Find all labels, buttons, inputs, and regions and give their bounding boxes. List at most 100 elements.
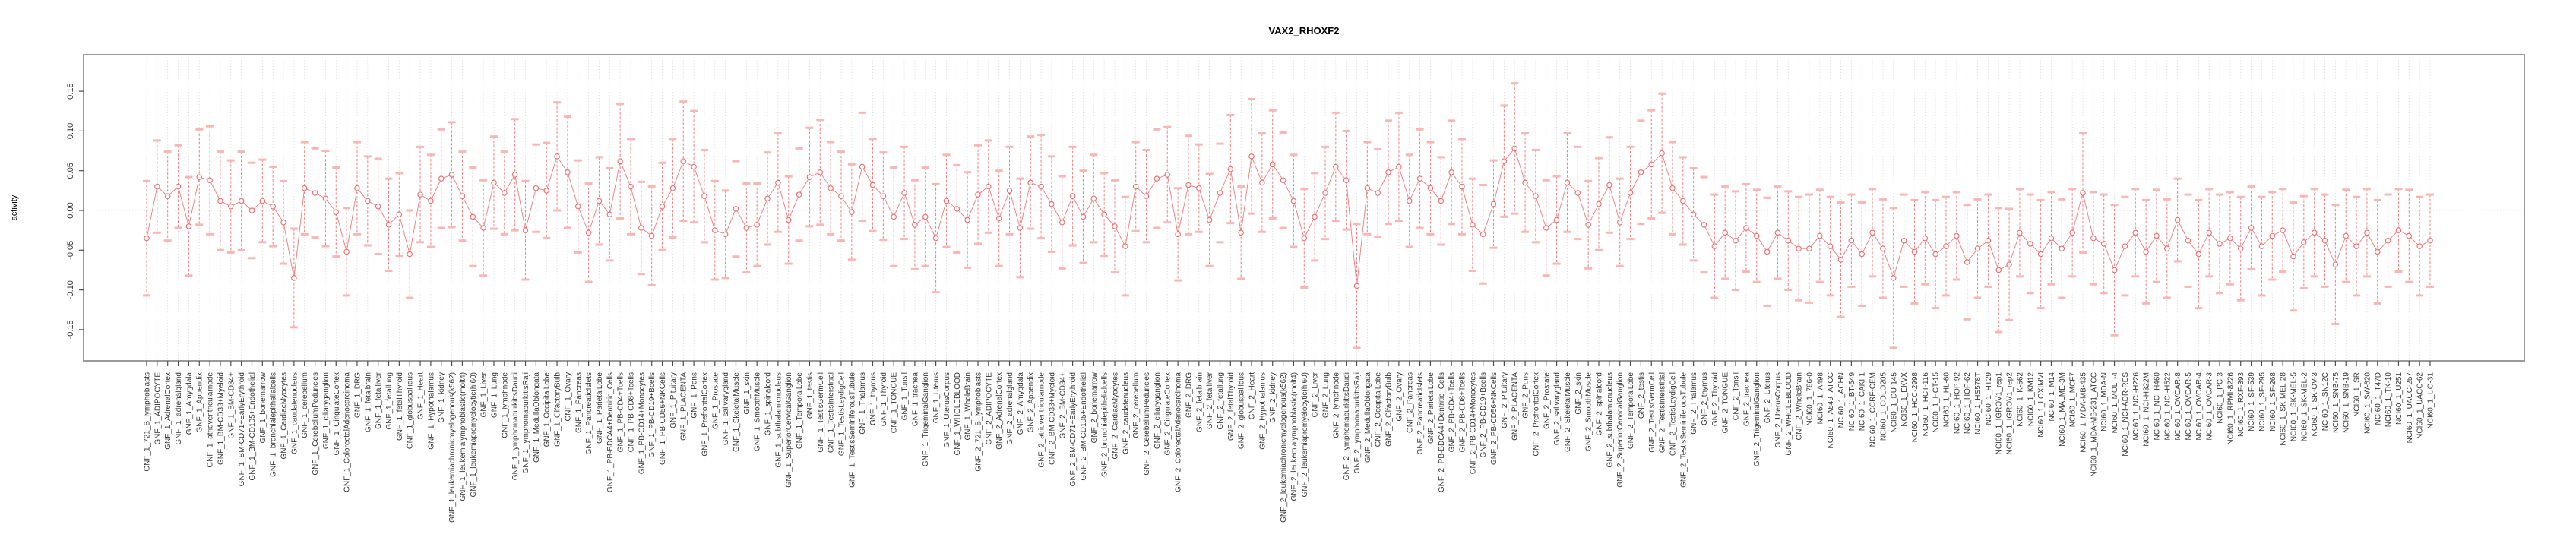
x-tick-label: NCI60_1_SK-MEL-2 <box>2300 372 2309 442</box>
data-point <box>2375 248 2381 255</box>
x-tick-label: GNF_2_fetalbrain <box>1195 372 1204 432</box>
x-tick-label: GNF_1_Prostate <box>711 372 720 429</box>
x-tick-label: GNF_1_fetallung <box>385 372 394 430</box>
data-point <box>1290 198 1297 204</box>
data-point <box>575 204 581 210</box>
data-point <box>869 182 876 188</box>
data-point <box>2406 232 2413 239</box>
data-point <box>596 198 603 204</box>
x-tick-label: GNF_1_OccipitalLobe <box>543 372 552 447</box>
x-tick-label: NCI60_1_OVCAR-8 <box>2174 372 2182 441</box>
x-tick-label: GNF_1_BM-CD71+EarlyErythroid <box>238 372 246 486</box>
y-tick-label: 0.15 <box>66 83 75 99</box>
data-point <box>743 225 750 231</box>
data-point <box>1132 183 1139 190</box>
x-tick-label: GNF_1_Pituitary <box>669 372 678 428</box>
x-tick-label: GNF_2_Amygdala <box>1017 372 1025 435</box>
x-tick-label: GNF_2_Liver <box>1312 372 1320 417</box>
data-point <box>1185 182 1191 188</box>
x-tick-label: GNF_2_lymphomaburkittsDaudi <box>1343 372 1351 480</box>
x-tick-label: NCI60_1_HOP-92 <box>1953 372 1961 435</box>
data-point <box>1479 231 1486 238</box>
x-tick-label: GNF_1_atrioventricularnode <box>207 372 215 468</box>
data-point <box>2100 241 2107 247</box>
x-tick-label: GNF_1_OlfactoryBulb <box>554 372 562 447</box>
data-point <box>1606 182 1612 188</box>
data-point <box>1407 198 1413 204</box>
data-point <box>754 222 760 228</box>
x-tick-label: GNF_2_WholeBrain <box>1796 372 1804 440</box>
data-point <box>1143 193 1150 199</box>
x-tick-label: GNF_2_Pancreas <box>1406 372 1414 433</box>
x-tick-label: NCI60_1_SK-OV-3 <box>2311 372 2319 437</box>
data-point <box>1869 229 1875 236</box>
x-tick-label: GNF_1_lymphomaburkittsRaji <box>522 372 530 473</box>
data-point <box>2416 243 2423 249</box>
x-tick-label: NCI60_1_COLO205 <box>1879 372 1888 441</box>
x-tick-label: NCI60_1_MALME-3M <box>2059 372 2067 447</box>
x-tick-label: GNF_1_Pancreas <box>574 372 583 433</box>
data-point <box>2027 241 2033 247</box>
data-point <box>1680 198 1686 204</box>
data-point <box>228 204 234 210</box>
data-points <box>144 145 2433 289</box>
x-tick-label: GNF_1_TrigeminalGanglion <box>922 372 930 466</box>
data-point <box>365 198 371 204</box>
data-point <box>2048 235 2055 242</box>
data-point <box>2395 227 2402 233</box>
data-point <box>1027 179 1033 186</box>
data-point <box>2237 245 2244 251</box>
x-tick-label: GNF_1_PB-CD14+Monocytes <box>638 372 646 474</box>
x-tick-label: GNF_1_Uterus <box>932 372 941 423</box>
data-point <box>1069 193 1076 199</box>
x-tick-label: NCI60_1_OVCAR-3 <box>2206 372 2214 441</box>
data-point <box>954 206 960 212</box>
x-tick-label: NCI60_1_PC-3 <box>2217 372 2225 424</box>
data-point <box>891 213 897 220</box>
x-tick-label: NCI60_1_T47D <box>2374 372 2382 425</box>
data-point <box>1511 145 1517 152</box>
x-tick-label: GNF_2_ParietalLobe <box>1427 372 1435 444</box>
x-tick-label: GNF_2_Lung <box>1321 372 1330 418</box>
x-tick-label: NCI60_1_OVCAR-5 <box>2185 372 2193 441</box>
data-point <box>1154 175 1160 182</box>
data-point <box>217 198 223 204</box>
data-point <box>1416 175 1423 182</box>
x-tick-label: NCI60_1_HOP-62 <box>1964 372 1972 435</box>
x-tick-label: GNF_1_testis <box>806 372 815 419</box>
data-point <box>2227 235 2233 242</box>
x-tick-label: GNF_2_SmoothMuscle <box>1585 372 1593 451</box>
y-tick-label: 0.00 <box>66 202 75 218</box>
x-tick-label: GNF_1_bonemarrow <box>259 372 267 443</box>
x-tick-label: NCI60_1_RXF-393 <box>2237 372 2245 437</box>
x-tick-label: NCI60_1_HS578T <box>1974 372 1983 435</box>
y-tick-label: -0.15 <box>66 320 75 339</box>
data-point <box>2332 261 2339 267</box>
data-point <box>1522 179 1528 186</box>
data-point <box>2206 229 2212 236</box>
x-tick-label: GNF_2_TemporalLobe <box>1627 372 1635 450</box>
x-tick-label: GNF_2_BM-CD71+EarlyErythroid <box>1069 372 1078 486</box>
data-point <box>775 179 781 186</box>
data-point <box>880 193 887 199</box>
data-point <box>322 195 329 202</box>
x-tick-label: GNF_2_TestisLeydigCell <box>1669 372 1677 456</box>
data-point <box>691 163 697 170</box>
x-tick-label: GNF_2_UterusCorpus <box>1774 372 1783 447</box>
x-tick-label: GNF_1_PB-CD56+NKCells <box>659 372 667 465</box>
data-point <box>901 190 907 196</box>
data-point <box>354 185 360 191</box>
data-point <box>2111 267 2118 274</box>
x-tick-label: NCI60_1_A549_ATCC <box>1827 372 1835 448</box>
data-point <box>1017 225 1024 231</box>
data-point <box>1659 150 1665 157</box>
data-point <box>1080 213 1087 220</box>
x-tick-label: NCI60_1_MCF7 <box>2069 372 2078 428</box>
x-tick-label: GNF_2_PB-BDCA4+Dentritic_Cells <box>1438 372 1446 492</box>
x-tick-label: NCI60_1_BT-549 <box>1848 372 1856 432</box>
x-tick-label: GNF_1_Liver <box>480 372 489 417</box>
x-tick-label: GNF_1_MedullaOblongata <box>533 372 541 463</box>
data-point <box>680 158 686 164</box>
x-tick-label: NCI60_1_NCI-H522 <box>2163 372 2172 441</box>
